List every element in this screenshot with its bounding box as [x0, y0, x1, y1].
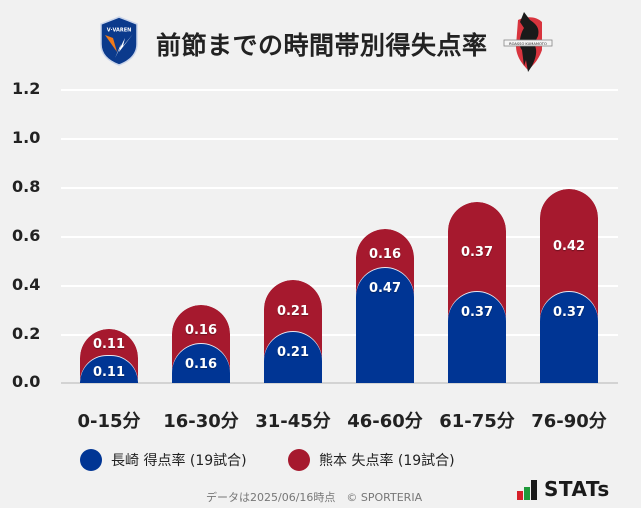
x-tick-label: 16-30分 — [163, 411, 239, 432]
x-tick-label: 31-45分 — [255, 411, 331, 432]
stacked-bar: 0.16 0.16 — [172, 305, 230, 383]
chart-header: V·VAREN 前節までの時間帯別得失点率 ROASSO KUMAMOTO — [0, 0, 641, 80]
y-tick-label: 1.0 — [12, 128, 41, 147]
legend-dot-red-icon — [288, 449, 310, 471]
y-tick-label: 0.2 — [12, 324, 41, 343]
bar-segment-nagasaki — [448, 292, 506, 383]
svg-text:V·VAREN: V·VAREN — [107, 28, 132, 34]
bar-segment-nagasaki — [356, 268, 414, 383]
value-label-kumamoto: 0.16 — [368, 246, 402, 262]
legend-item-nagasaki: 長崎 得点率 (19試合) — [80, 449, 247, 471]
x-axis-baseline — [61, 382, 618, 384]
roasso-kumamoto-logo-icon: ROASSO KUMAMOTO — [503, 12, 553, 72]
y-tick-label: 1.2 — [12, 79, 41, 98]
y-tick-label: 0.4 — [12, 275, 41, 294]
x-tick-label: 76-90分 — [531, 411, 607, 432]
stats-brand-logo: STATs — [517, 478, 610, 500]
y-tick-label: 0.8 — [12, 177, 41, 196]
value-label-nagasaki: 0.16 — [184, 357, 218, 372]
stats-brand-text: STATs — [544, 477, 610, 501]
gridline — [61, 236, 618, 238]
y-tick-label: 0.6 — [12, 226, 41, 245]
value-label-kumamoto: 0.16 — [184, 322, 218, 338]
page-title: 前節までの時間帯別得失点率 — [156, 31, 488, 60]
gridline — [61, 285, 618, 287]
value-label-nagasaki: 0.37 — [552, 305, 586, 320]
bar-chart: 1.2 1.0 0.8 0.6 0.4 0.2 0.0 0.11 0.11 0.16… — [12, 79, 618, 432]
value-label-nagasaki: 0.37 — [460, 305, 494, 320]
stats-bar-red-icon — [517, 491, 523, 500]
legend-dot-blue-icon — [80, 449, 102, 471]
stacked-bar: 0.21 0.21 — [264, 280, 322, 383]
legend-item-kumamoto: 熊本 失点率 (19試合) — [288, 449, 455, 471]
bar-segment-nagasaki — [540, 292, 598, 383]
legend-label: 熊本 失点率 (19試合) — [319, 453, 455, 469]
x-tick-label: 46-60分 — [347, 411, 423, 432]
stacked-bar: 0.37 0.37 — [448, 202, 506, 383]
stacked-bar: 0.11 0.11 — [80, 329, 138, 383]
stacked-bar: 0.42 0.37 — [540, 189, 598, 383]
gridline — [61, 334, 618, 336]
stacked-bar: 0.16 0.47 — [356, 229, 414, 383]
value-label-nagasaki: 0.21 — [276, 345, 310, 360]
v-varen-nagasaki-logo-icon: V·VAREN — [100, 16, 138, 66]
gridline — [61, 89, 618, 91]
value-label-kumamoto: 0.37 — [460, 245, 494, 260]
bar-segment-nagasaki — [172, 344, 230, 383]
x-tick-label: 0-15分 — [77, 411, 141, 432]
legend-label: 長崎 得点率 (19試合) — [111, 453, 247, 469]
y-tick-label: 0.0 — [12, 372, 41, 391]
value-label-nagasaki: 0.47 — [368, 281, 402, 296]
bar-segment-nagasaki — [264, 332, 322, 383]
stats-bar-dark-icon — [531, 480, 537, 500]
value-label-nagasaki: 0.11 — [92, 365, 126, 380]
data-source-note: データは2025/06/16時点 © SPORTERIA — [206, 491, 423, 504]
value-label-kumamoto: 0.21 — [276, 304, 310, 319]
x-tick-label: 61-75分 — [439, 411, 515, 432]
value-label-kumamoto: 0.42 — [552, 238, 586, 254]
stats-bar-green-icon — [524, 487, 530, 500]
gridline — [61, 187, 618, 189]
svg-text:ROASSO KUMAMOTO: ROASSO KUMAMOTO — [509, 42, 547, 46]
gridline — [61, 138, 618, 140]
value-label-kumamoto: 0.11 — [92, 337, 126, 352]
